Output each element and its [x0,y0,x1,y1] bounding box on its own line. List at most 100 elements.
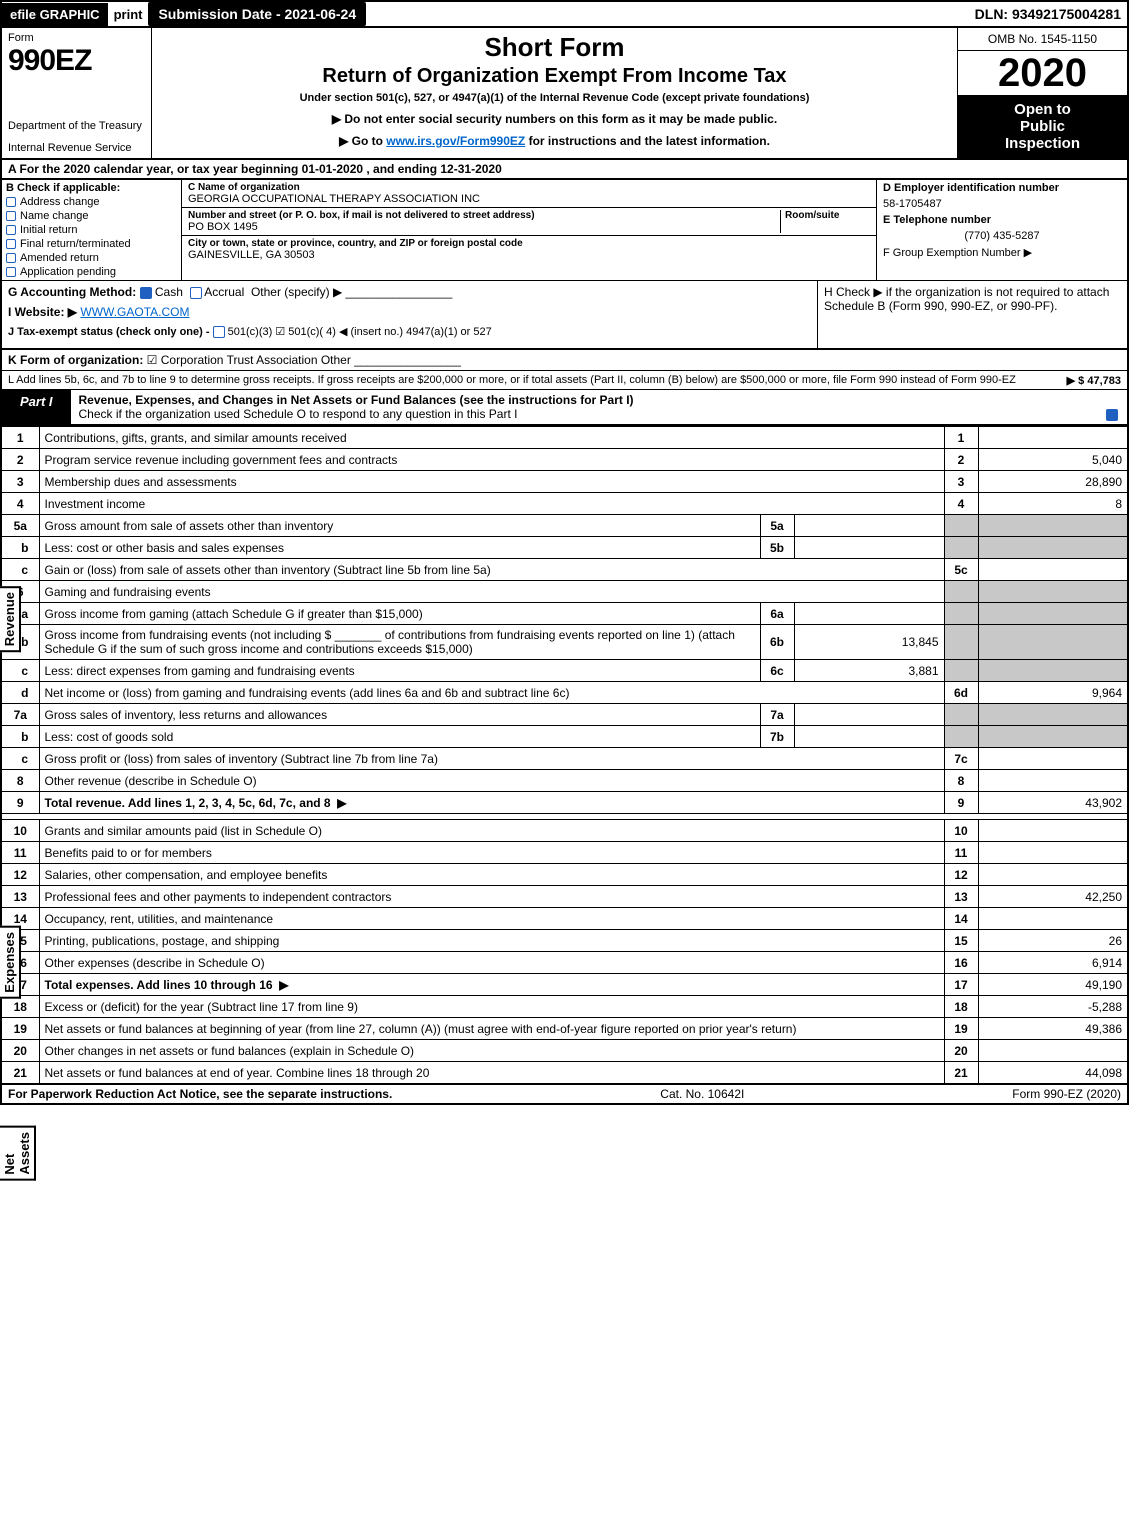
grey-cell [978,660,1128,682]
header-left: Form 990EZ Department of the Treasury In… [2,28,152,158]
chk-amended-return[interactable]: Amended return [6,252,177,264]
line-subnum: 6b [760,625,794,660]
line-val: 49,386 [978,1018,1128,1040]
chk-application-pending[interactable]: Application pending [6,266,177,278]
line-desc: Salaries, other compensation, and employ… [39,864,944,886]
line-num: b [1,537,39,559]
grey-cell [944,581,978,603]
line-rnum: 6d [944,682,978,704]
website-link[interactable]: WWW.GAOTA.COM [80,305,189,319]
line-val: 42,250 [978,886,1128,908]
page-footer: For Paperwork Reduction Act Notice, see … [0,1084,1129,1105]
checkbox-icon [190,287,202,299]
table-row: 1Contributions, gifts, grants, and simil… [1,427,1128,449]
org-name: GEORGIA OCCUPATIONAL THERAPY ASSOCIATION… [188,193,870,205]
chk-name-change[interactable]: Name change [6,210,177,222]
section-ghij: G Accounting Method: Cash Accrual Other … [0,280,1129,350]
line-desc: Gaming and fundraising events [39,581,944,603]
line-subval [794,726,944,748]
table-row: bLess: cost or other basis and sales exp… [1,537,1128,559]
efile-graphic-button[interactable]: efile GRAPHIC [2,3,108,26]
table-row: 7aGross sales of inventory, less returns… [1,704,1128,726]
side-tab-revenue: Revenue [0,586,21,652]
table-row: 6Gaming and fundraising events [1,581,1128,603]
line-num: 4 [1,493,39,515]
part-1-header: Part I Revenue, Expenses, and Changes in… [0,390,1129,426]
submission-date-button[interactable]: Submission Date - 2021-06-24 [148,2,366,26]
part-1-checkbox[interactable] [1097,390,1127,424]
grey-cell [978,515,1128,537]
checkbox-icon [213,326,225,338]
opt-name: Name change [20,210,89,222]
line-desc: Investment income [39,493,944,515]
ein-value: 58-1705487 [883,198,1121,210]
line-l: L Add lines 5b, 6c, and 7b to line 9 to … [0,371,1129,390]
line-val: 28,890 [978,471,1128,493]
line-desc: Other changes in net assets or fund bala… [39,1040,944,1062]
line-subnum: 7b [760,726,794,748]
table-row: 18Excess or (deficit) for the year (Subt… [1,996,1128,1018]
side-tab-expenses: Expenses [0,926,21,999]
table-row: 8Other revenue (describe in Schedule O)8 [1,770,1128,792]
table-row: 10Grants and similar amounts paid (list … [1,820,1128,842]
l-text: L Add lines 5b, 6c, and 7b to line 9 to … [8,374,1016,386]
part1-sub-text: Check if the organization used Schedule … [79,407,518,421]
table-row: bGross income from fundraising events (n… [1,625,1128,660]
city-value: GAINESVILLE, GA 30503 [188,249,870,261]
instr2-post: for instructions and the latest informat… [525,134,770,148]
line-num: 1 [1,427,39,449]
line-rnum: 20 [944,1040,978,1062]
line-num: b [1,726,39,748]
chk-final-return[interactable]: Final return/terminated [6,238,177,250]
print-button[interactable]: print [108,7,149,22]
open-to-public-box: Open to Public Inspection [958,95,1127,158]
grey-cell [944,726,978,748]
opt-final: Final return/terminated [20,238,131,250]
line-num: 2 [1,449,39,471]
part-1-tab: Part I [2,390,71,424]
checkbox-icon [6,197,16,207]
table-row: cGain or (loss) from sale of assets othe… [1,559,1128,581]
line-desc: Less: cost of goods sold [39,726,760,748]
grey-cell [978,726,1128,748]
section-b: B Check if applicable: Address change Na… [2,180,182,280]
open-line2: Public [960,118,1125,135]
table-row: cGross profit or (loss) from sales of in… [1,748,1128,770]
line-desc: Other expenses (describe in Schedule O) [39,952,944,974]
city-label: City or town, state or province, country… [188,238,870,249]
dept-irs: Internal Revenue Service [8,142,145,154]
line-num: c [1,660,39,682]
line-subnum: 6c [760,660,794,682]
line-subnum: 5a [760,515,794,537]
irs-link[interactable]: www.irs.gov/Form990EZ [386,134,525,148]
part-1-title: Revenue, Expenses, and Changes in Net As… [71,390,1097,424]
k-opts: ☑ Corporation Trust Association Other [147,353,351,367]
chk-address-change[interactable]: Address change [6,196,177,208]
line-val [978,864,1128,886]
line-val: 26 [978,930,1128,952]
table-row: 21Net assets or fund balances at end of … [1,1062,1128,1084]
omb-number: OMB No. 1545-1150 [958,28,1127,51]
grey-cell [944,515,978,537]
line-desc: Net income or (loss) from gaming and fun… [39,682,944,704]
part1-table: 1Contributions, gifts, grants, and simil… [0,426,1129,1084]
i-label: I Website: ▶ [8,305,77,319]
line-num: 3 [1,471,39,493]
line-rnum: 2 [944,449,978,471]
street-label: Number and street (or P. O. box, if mail… [188,210,780,221]
table-row: 15Printing, publications, postage, and s… [1,930,1128,952]
line-rnum: 12 [944,864,978,886]
line-subval [794,704,944,726]
line-rnum: 17 [944,974,978,996]
h-text1: H Check ▶ [824,285,883,299]
table-row: 4Investment income48 [1,493,1128,515]
dept-treasury: Department of the Treasury [8,120,145,132]
chk-initial-return[interactable]: Initial return [6,224,177,236]
checkbox-icon [6,267,16,277]
form-number: 990EZ [8,44,145,78]
line-num: 12 [1,864,39,886]
line-desc: Program service revenue including govern… [39,449,944,471]
line-val [978,820,1128,842]
grey-cell [944,660,978,682]
g-accrual: Accrual [204,285,244,299]
